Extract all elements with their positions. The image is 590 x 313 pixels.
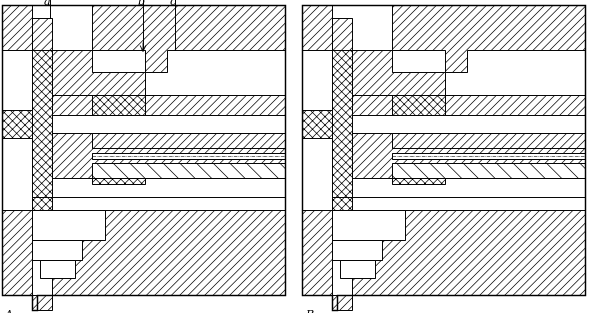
Bar	[2, 210, 32, 295]
Polygon shape	[332, 18, 352, 197]
Bar	[52, 95, 285, 115]
Bar	[332, 210, 405, 240]
Bar	[340, 260, 375, 278]
Polygon shape	[92, 5, 285, 72]
Bar	[352, 210, 585, 295]
Bar	[92, 153, 285, 159]
Polygon shape	[302, 110, 332, 138]
Polygon shape	[332, 197, 352, 210]
Text: a: a	[44, 0, 50, 7]
Bar	[352, 95, 585, 115]
Text: A: A	[5, 310, 13, 313]
Bar	[92, 133, 285, 148]
Polygon shape	[32, 18, 52, 197]
Bar	[52, 133, 285, 178]
Polygon shape	[302, 5, 352, 50]
Bar	[392, 133, 585, 148]
Polygon shape	[2, 5, 52, 50]
Bar	[92, 95, 145, 115]
Polygon shape	[2, 110, 32, 138]
Bar	[392, 153, 585, 159]
Bar	[52, 210, 285, 295]
Bar	[32, 210, 105, 240]
Polygon shape	[352, 50, 445, 95]
Bar	[332, 240, 382, 260]
Polygon shape	[392, 5, 585, 72]
Bar	[332, 295, 352, 310]
Bar	[40, 260, 75, 278]
Polygon shape	[32, 197, 52, 210]
Bar	[92, 163, 285, 178]
Bar	[32, 295, 52, 310]
Bar	[32, 240, 82, 260]
Polygon shape	[52, 50, 145, 95]
Bar	[302, 210, 332, 295]
Bar	[392, 163, 585, 178]
Bar	[392, 95, 445, 115]
Bar	[352, 133, 585, 178]
Text: B: B	[305, 310, 313, 313]
Text: b: b	[137, 0, 145, 7]
Bar	[392, 178, 445, 184]
Bar	[92, 178, 145, 184]
Text: c: c	[170, 0, 176, 7]
